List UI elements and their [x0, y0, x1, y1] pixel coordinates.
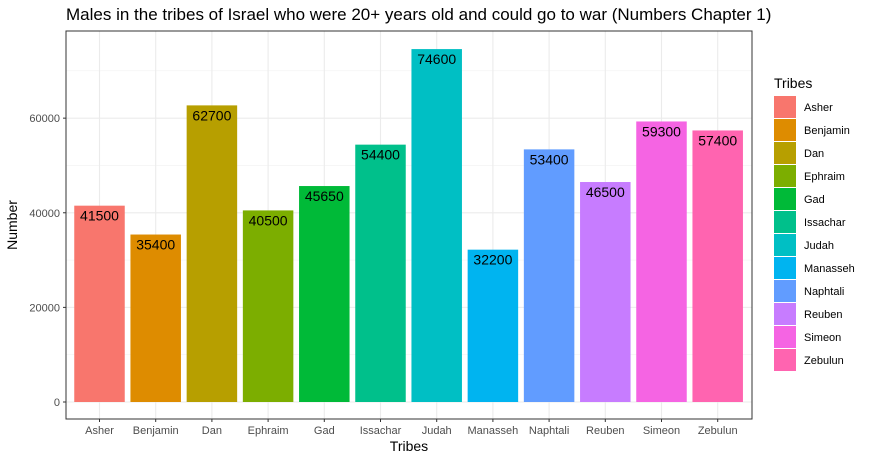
legend-label-simeon: Simeon: [804, 332, 841, 344]
x-tick-label-naphtali: Naphtali: [529, 425, 569, 437]
y-tick-label: 40000: [29, 208, 60, 220]
bar-manasseh: [467, 249, 519, 402]
x-axis: Asher Benjamin Dan Ephraim Gad Issachar Judah M…: [85, 419, 738, 437]
legend-label-reuben: Reuben: [804, 309, 843, 321]
legend-key-asher: [774, 96, 796, 118]
legend-title: Tribes: [774, 75, 812, 91]
legend-key-zebulun: [774, 349, 796, 371]
data-label-issachar: 54400: [361, 147, 400, 163]
data-label-asher: 41500: [80, 208, 119, 224]
x-tick-label-judah: Judah: [422, 425, 452, 437]
legend-key-benjamin: [774, 119, 796, 141]
plot-border: [65, 30, 753, 420]
legend-label-issachar: Issachar: [804, 217, 846, 229]
legend: Tribes Asher Benjamin Dan Ephraim Gad Issacha…: [774, 75, 855, 371]
legend-key-simeon: [774, 326, 796, 348]
legend-label-zebulun: Zebulun: [804, 355, 844, 367]
bars: [74, 49, 743, 402]
bar-dan: [186, 105, 238, 402]
bar-ephraim: [242, 210, 294, 402]
data-label-reuben: 46500: [586, 184, 625, 200]
x-tick-label-issachar: Issachar: [360, 425, 402, 437]
bar-judah: [411, 49, 462, 402]
y-axis: 0 20000 40000 60000: [29, 113, 66, 409]
x-tick-label-manasseh: Manasseh: [468, 425, 519, 437]
bar-benjamin: [130, 234, 181, 402]
legend-key-gad: [774, 188, 796, 210]
x-tick-label-reuben: Reuben: [586, 425, 625, 437]
legend-label-asher: Asher: [804, 102, 833, 114]
data-label-zebulun: 57400: [698, 132, 737, 148]
data-label-ephraim: 40500: [249, 212, 288, 228]
x-tick-label-simeon: Simeon: [643, 425, 680, 437]
y-tick-label: 20000: [29, 302, 60, 314]
bar-zebulun: [692, 130, 743, 402]
x-tick-label-zebulun: Zebulun: [698, 425, 738, 437]
legend-key-dan: [774, 142, 796, 164]
legend-key-ephraim: [774, 165, 796, 187]
bar-naphtali: [523, 149, 575, 402]
data-label-gad: 45650: [305, 188, 344, 204]
data-label-benjamin: 35400: [136, 237, 175, 253]
legend-label-manasseh: Manasseh: [804, 263, 855, 275]
chart-title: Males in the tribes of Israel who were 2…: [66, 5, 771, 24]
data-labels: 41500 35400 62700 40500 45650 54400 74600 32200…: [80, 51, 737, 268]
legend-key-reuben: [774, 303, 796, 325]
data-label-judah: 74600: [417, 51, 456, 67]
x-tick-label-ephraim: Ephraim: [248, 425, 289, 437]
bar-reuben: [580, 182, 631, 402]
x-tick-label-dan: Dan: [202, 425, 222, 437]
bar-gad: [299, 186, 350, 402]
x-axis-title: Tribes: [390, 438, 428, 454]
legend-label-dan: Dan: [804, 148, 824, 160]
legend-key-judah: [774, 234, 796, 256]
legend-key-naphtali: [774, 280, 796, 302]
x-tick-label-asher: Asher: [85, 425, 114, 437]
data-label-manasseh: 32200: [473, 252, 512, 268]
data-label-naphtali: 53400: [530, 151, 569, 167]
y-tick-label: 0: [54, 397, 60, 409]
y-tick-label: 60000: [29, 113, 60, 125]
legend-key-issachar: [774, 211, 796, 233]
legend-label-naphtali: Naphtali: [804, 286, 844, 298]
legend-label-gad: Gad: [804, 194, 825, 206]
x-tick-label-benjamin: Benjamin: [133, 425, 179, 437]
data-label-dan: 62700: [192, 107, 231, 123]
legend-label-benjamin: Benjamin: [804, 125, 850, 137]
bar-simeon: [636, 121, 687, 402]
legend-label-ephraim: Ephraim: [804, 171, 845, 183]
bar-asher: [74, 205, 125, 402]
x-tick-label-gad: Gad: [314, 425, 335, 437]
bar-issachar: [355, 144, 406, 402]
legend-key-manasseh: [774, 257, 796, 279]
data-label-simeon: 59300: [642, 123, 681, 139]
legend-label-judah: Judah: [804, 240, 834, 252]
y-axis-title: Number: [4, 200, 20, 250]
